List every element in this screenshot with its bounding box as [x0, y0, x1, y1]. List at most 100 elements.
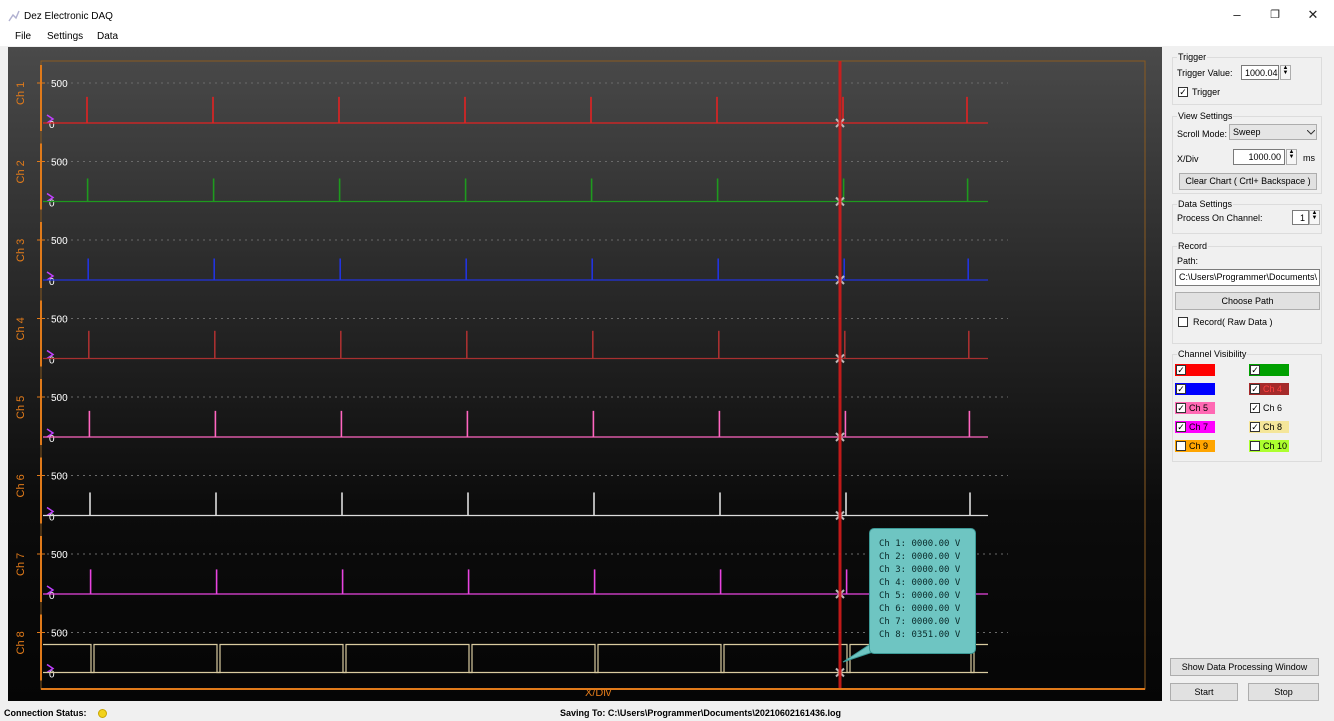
close-button[interactable]: ✕ [1307, 7, 1319, 22]
record-raw-checkbox[interactable] [1178, 317, 1188, 327]
settings-panel: Trigger Trigger Value: 1000.04 ▲ ▼ ✓ Trig… [1166, 47, 1334, 701]
visibility-checkbox-ch2[interactable]: ✓ [1250, 365, 1260, 375]
tooltip-line-ch3: Ch 3: 0000.00 V [879, 565, 961, 575]
visibility-toggle-ch8[interactable]: ✓ Ch 8 [1249, 421, 1289, 433]
visibility-toggle-ch1[interactable]: ✓ Ch 1 [1175, 364, 1215, 376]
record-path-label: Path: [1177, 256, 1199, 266]
tooltip-line-ch8: Ch 8: 0351.00 V [879, 630, 961, 640]
zero-marker-icon [46, 271, 55, 281]
xdiv-stepper[interactable]: ▲ ▼ [1286, 149, 1297, 165]
scroll-mode-select[interactable]: Sweep [1229, 124, 1317, 140]
trigger-group: Trigger Trigger Value: 1000.04 ▲ ▼ ✓ Trig… [1172, 52, 1322, 105]
y-tick-label-500: 500 [51, 158, 68, 169]
visibility-toggle-ch6[interactable]: ✓ Ch 6 [1249, 402, 1289, 414]
channel-label-2: Ch 2 [15, 160, 27, 183]
y-tick-label-500: 500 [51, 79, 68, 90]
window-title: Dez Electronic DAQ [24, 11, 113, 22]
visibility-toggle-ch4[interactable]: ✓ Ch 4 [1249, 383, 1289, 395]
visibility-checkbox-ch5[interactable]: ✓ [1176, 403, 1186, 413]
xdiv-label: X/Div [1177, 154, 1199, 164]
channel-visibility-title: Channel Visibility [1177, 349, 1248, 359]
visibility-toggle-ch9[interactable]: Ch 9 [1175, 440, 1215, 452]
maximize-button[interactable]: ❐ [1270, 9, 1280, 21]
visibility-toggle-ch5[interactable]: ✓ Ch 5 [1175, 402, 1215, 414]
process-channel-input[interactable]: 1 [1292, 210, 1309, 225]
tooltip-line-ch2: Ch 2: 0000.00 V [879, 552, 961, 562]
channel-label-7: Ch 7 [15, 553, 27, 576]
trigger-value-input[interactable]: 1000.04 [1241, 65, 1279, 80]
trigger-value-stepper[interactable]: ▲ ▼ [1280, 65, 1291, 80]
visibility-label-ch3: Ch 3 [1189, 384, 1209, 394]
visibility-checkbox-ch1[interactable]: ✓ [1176, 365, 1186, 375]
visibility-label-ch4: Ch 4 [1263, 384, 1283, 394]
zero-marker-icon [46, 114, 55, 124]
y-tick-label-500: 500 [51, 315, 68, 326]
view-settings-title: View Settings [1177, 111, 1234, 121]
visibility-label-ch2: Ch 2 [1263, 365, 1283, 375]
trigger-checkbox-label: Trigger [1192, 87, 1221, 97]
connection-status-label: Connection Status: [4, 708, 87, 718]
plot-frame [40, 60, 1146, 690]
channel-label-6: Ch 6 [15, 474, 27, 497]
visibility-toggle-ch3[interactable]: ✓ Ch 3 [1175, 383, 1215, 395]
square-wave-ch8 [43, 643, 988, 674]
tooltip-line-ch7: Ch 7: 0000.00 V [879, 617, 961, 627]
visibility-label-ch1: Ch 1 [1189, 365, 1209, 375]
visibility-checkbox-ch8[interactable]: ✓ [1250, 422, 1260, 432]
visibility-toggle-ch7[interactable]: ✓ Ch 7 [1175, 421, 1215, 433]
visibility-label-ch10: Ch 10 [1263, 441, 1288, 451]
visibility-checkbox-ch10[interactable] [1250, 441, 1260, 451]
data-settings-group: Data Settings Process On Channel: 1 ▲ ▼ [1172, 199, 1322, 234]
visibility-toggle-ch10[interactable]: Ch 10 [1249, 440, 1289, 452]
y-tick-label-0: 0 [49, 513, 55, 524]
zero-marker-icon [46, 349, 55, 360]
menu-bar: File Settings Data [0, 30, 1334, 46]
y-tick-label-500: 500 [51, 236, 68, 247]
menu-data[interactable]: Data [97, 31, 119, 42]
tooltip-line-ch6: Ch 6: 0000.00 V [879, 604, 961, 614]
record-path-input[interactable]: C:\Users\Programmer\Documents\ [1175, 269, 1320, 286]
scroll-mode-label: Scroll Mode: [1177, 129, 1228, 139]
visibility-checkbox-ch7[interactable]: ✓ [1176, 422, 1186, 432]
visibility-label-ch7: Ch 7 [1189, 422, 1209, 432]
chart-canvas[interactable]: 500 0 Ch 1 500 0 Ch 2 500 0 Ch 3 500 0 Ch 4 500 0 Ch 5… [8, 47, 1162, 701]
y-tick-label-0: 0 [49, 120, 55, 131]
channel-label-1: Ch 1 [15, 82, 27, 105]
menu-settings[interactable]: Settings [47, 31, 84, 42]
visibility-checkbox-ch6[interactable]: ✓ [1250, 403, 1260, 413]
record-raw-label: Record( Raw Data ) [1193, 317, 1273, 327]
clear-chart-button[interactable]: Clear Chart ( Crtl+ Backspace ) [1179, 173, 1317, 190]
start-button[interactable]: Start [1170, 683, 1238, 701]
y-tick-label-500: 500 [51, 550, 68, 561]
channel-visibility-group: Channel Visibility ✓ Ch 1 ✓ Ch 2 ✓ Ch 3 ✓ Ch 4 ✓… [1172, 349, 1322, 462]
status-bar: Connection Status: Saving To: C:\Users\P… [0, 705, 1334, 721]
visibility-checkbox-ch4[interactable]: ✓ [1250, 384, 1260, 394]
trigger-checkbox[interactable]: ✓ [1178, 87, 1188, 97]
y-tick-label-0: 0 [49, 670, 55, 681]
xdiv-input[interactable]: 1000.00 [1233, 149, 1285, 165]
cursor-value-tooltip: Ch 1: 0000.00 V Ch 2: 0000.00 V Ch 3: 00… [869, 528, 976, 654]
channel-label-5: Ch 5 [15, 396, 27, 419]
data-settings-title: Data Settings [1177, 199, 1234, 209]
minimize-button[interactable]: – [1233, 7, 1241, 22]
visibility-toggle-ch2[interactable]: ✓ Ch 2 [1249, 364, 1289, 376]
channel-label-4: Ch 4 [15, 317, 27, 340]
zero-marker-icon [46, 428, 55, 438]
process-channel-stepper[interactable]: ▲ ▼ [1309, 210, 1320, 225]
y-tick-label-0: 0 [49, 356, 55, 367]
menu-file[interactable]: File [15, 31, 32, 42]
trigger-group-title: Trigger [1177, 52, 1208, 62]
y-tick-label-500: 500 [51, 393, 68, 404]
x-axis-label: X/Div [585, 687, 612, 699]
stop-button[interactable]: Stop [1248, 683, 1319, 701]
show-processing-window-button[interactable]: Show Data Processing Window [1170, 658, 1319, 676]
record-title: Record [1177, 241, 1209, 251]
y-tick-label-500: 500 [51, 629, 68, 640]
choose-path-button[interactable]: Choose Path [1175, 292, 1320, 310]
title-bar: Dez Electronic DAQ – ❐ ✕ [0, 0, 1334, 30]
y-tick-label-0: 0 [49, 277, 55, 288]
zero-marker-icon [46, 585, 55, 595]
oscilloscope-chart[interactable]: 500 0 Ch 1 500 0 Ch 2 500 0 Ch 3 500 0 Ch 4 500 0 Ch 5… [8, 47, 1162, 701]
visibility-checkbox-ch3[interactable]: ✓ [1176, 384, 1186, 394]
visibility-checkbox-ch9[interactable] [1176, 441, 1186, 451]
